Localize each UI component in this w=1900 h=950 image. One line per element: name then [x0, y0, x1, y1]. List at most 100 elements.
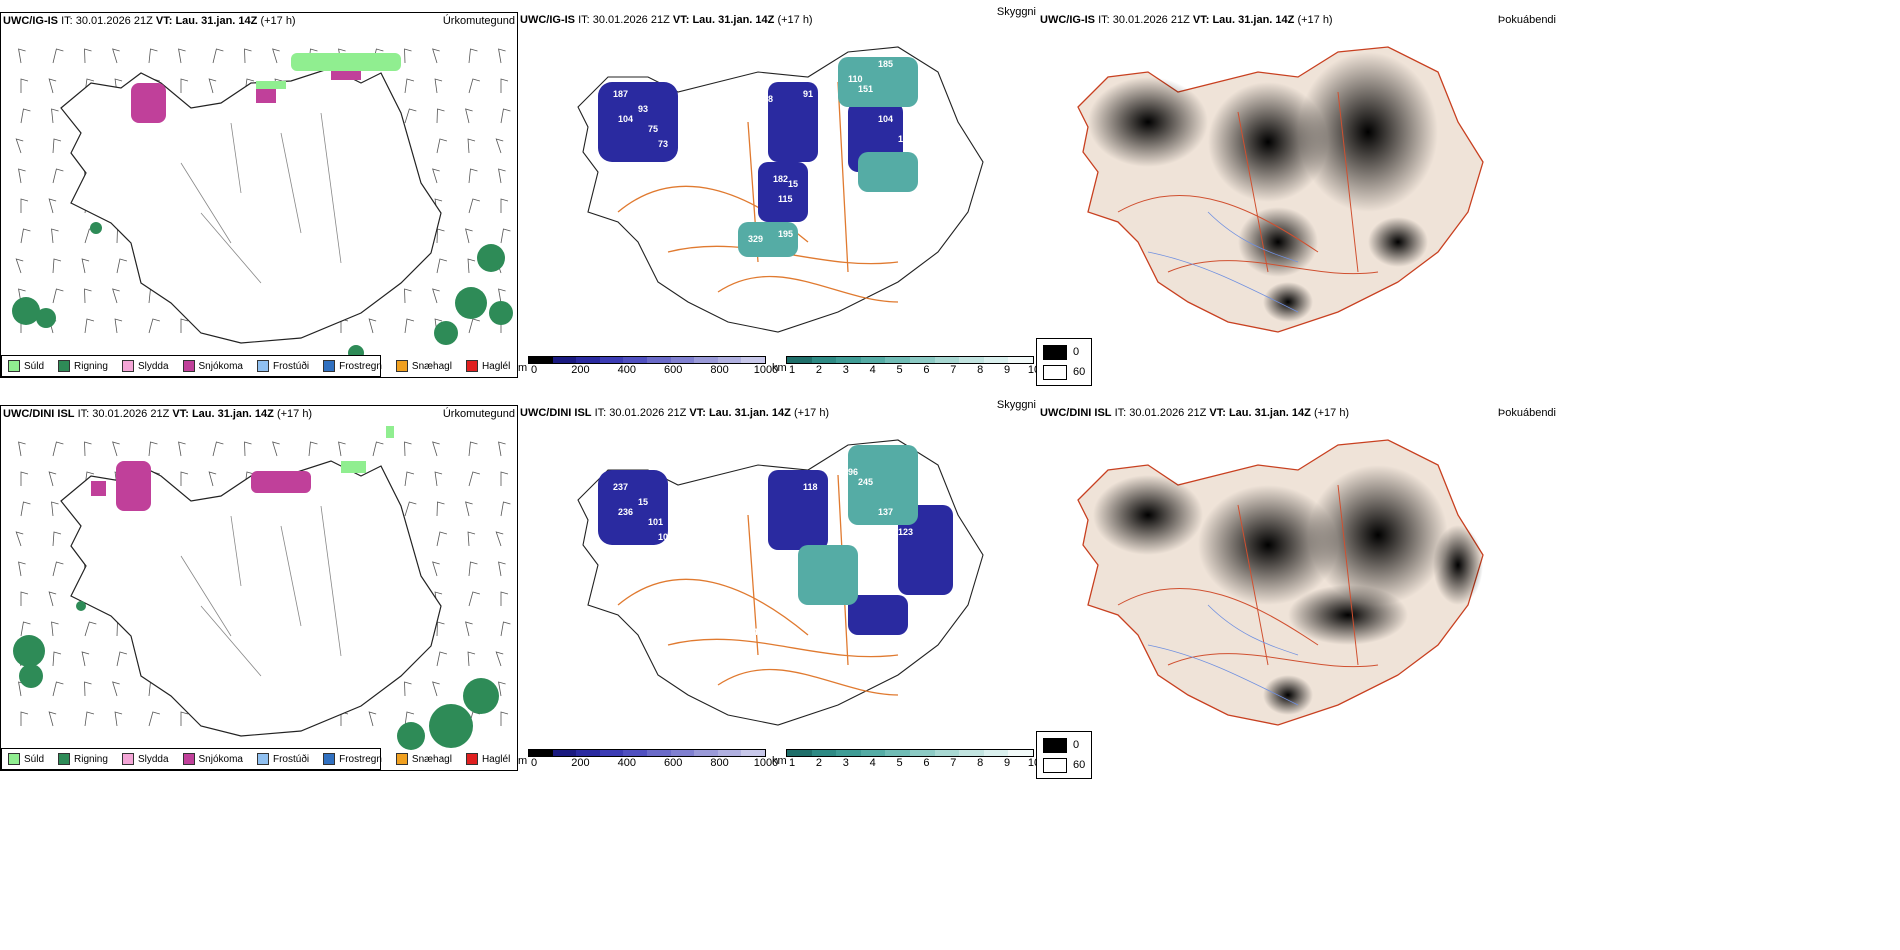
wind-barb [432, 168, 440, 184]
precip-legend: Súld Rigning Slydda Snjókoma Frostúði Fr… [1, 355, 510, 377]
height-scale-bar [528, 749, 766, 757]
wind-barb [436, 228, 445, 244]
cloud-base-label: 75 [648, 124, 658, 134]
fog-key-swatch [1043, 365, 1067, 380]
scale-swatch [646, 750, 671, 756]
scale-tick: 400 [617, 757, 636, 769]
wind-barb [404, 48, 412, 64]
wind-barb [404, 318, 415, 334]
cloud-base-label: 15 [638, 497, 648, 507]
cloud-base-label: 101 [773, 567, 788, 577]
precip-panel-row2: UWC/DINI ISL IT: 30.01.2026 21Z VT: Lau.… [0, 405, 518, 771]
iceland-outline [60, 67, 442, 344]
cloud-base-label: 104 [878, 114, 893, 124]
scale-swatch [909, 357, 935, 363]
wind-barb [52, 138, 62, 154]
scale-tick: 2 [815, 757, 822, 769]
wind-barb [498, 561, 506, 577]
cloud-title: Skyggni [996, 399, 1036, 411]
legend-swatch [395, 360, 408, 372]
row1-header: UWC/IG-IS IT: 30.01.2026 21Z VT: Lau. 31… [3, 15, 296, 27]
cloud-base-label: 130 [778, 622, 793, 632]
legend-swatch [395, 753, 408, 765]
scale-swatch [576, 750, 600, 756]
wind-barb [18, 48, 26, 64]
wind-barb [434, 78, 443, 94]
scale-swatch [741, 750, 765, 756]
wind-barb [51, 228, 59, 244]
wind-barb [500, 78, 509, 93]
wind-barb [468, 561, 478, 577]
vis-area [798, 445, 918, 605]
wind-barb [467, 138, 476, 154]
wind-barb [20, 501, 31, 517]
scale-tick: 6 [923, 364, 930, 376]
scale-tick: 600 [664, 757, 683, 769]
vis-scale-bar [786, 749, 1034, 757]
wind-barb [15, 531, 24, 547]
cloud-base-label: 134 [778, 587, 793, 597]
cloud-panel-row2: UWC/DINI ISL IT: 30.01.2026 21Z VT: Lau.… [518, 399, 1040, 771]
wind-barb [51, 108, 59, 124]
wind-barb [20, 78, 29, 93]
legend-item: Haglél [465, 753, 510, 765]
vis-area [738, 57, 918, 257]
wind-barb [208, 471, 217, 487]
wind-barb [112, 441, 120, 457]
legend-item: Súld [8, 753, 44, 765]
height-scale: m 0 200 400 600 800 1000 [518, 749, 778, 771]
legend-item: Rigning [58, 360, 108, 372]
wind-barb [500, 711, 509, 726]
wind-barb [84, 681, 92, 697]
wind-barb [432, 681, 440, 697]
fog-panel-row1: UWC/IG-IS IT: 30.01.2026 21Z VT: Lau. 31… [1036, 12, 1558, 386]
legend-item: Rigning [58, 753, 108, 765]
precip-map-row1 [12, 48, 513, 361]
scale-tick: 600 [664, 364, 683, 376]
wind-barb [467, 531, 476, 547]
wind-barb [404, 501, 417, 517]
legend-item: Snjókoma [182, 360, 243, 372]
fog-key: 0 60 [1036, 338, 1092, 386]
scale-swatch [959, 357, 984, 363]
scale-tick: 1 [788, 364, 796, 376]
wind-barb [148, 711, 160, 727]
vis-scale: km 1 2 3 4 5 6 7 8 9 10 [772, 356, 1040, 378]
scale-tick: 800 [710, 757, 729, 769]
wind-barb [15, 138, 24, 154]
wind-barb [84, 441, 92, 457]
scale-swatch [670, 750, 695, 756]
wind-barb [500, 471, 509, 486]
scale-tick: 8 [977, 757, 984, 769]
wind-barb [244, 441, 252, 457]
wind-barb [468, 168, 478, 184]
wind-barb [404, 78, 415, 94]
legend-swatch [58, 360, 71, 372]
wind-barb [18, 561, 26, 577]
drizzle-area [341, 426, 394, 473]
wind-barb [372, 441, 384, 457]
cloud-base-label: 15 [788, 179, 798, 189]
cloud-base-label: 195 [778, 229, 793, 239]
scale-tick: 400 [617, 364, 636, 376]
scale-swatch [717, 750, 742, 756]
fog-key-swatch [1043, 738, 1067, 753]
cloud-base-label: 137 [878, 507, 893, 517]
scale-swatch [694, 357, 718, 363]
scale-tick: 9 [1004, 364, 1011, 376]
scale-swatch [885, 357, 910, 363]
wind-barb [500, 591, 509, 606]
legend-swatch [323, 360, 336, 372]
wind-barb [368, 711, 377, 727]
snow-area [91, 461, 311, 511]
wind-barb [212, 48, 224, 64]
wind-barb [468, 78, 480, 94]
wind-barb [495, 531, 504, 547]
wind-barb [20, 621, 31, 637]
wind-barb [112, 681, 120, 697]
wind-barb [404, 288, 412, 304]
wind-barb [272, 48, 280, 64]
legend-swatch [256, 753, 269, 765]
wind-barb [212, 441, 224, 457]
legend-swatch [121, 360, 134, 372]
